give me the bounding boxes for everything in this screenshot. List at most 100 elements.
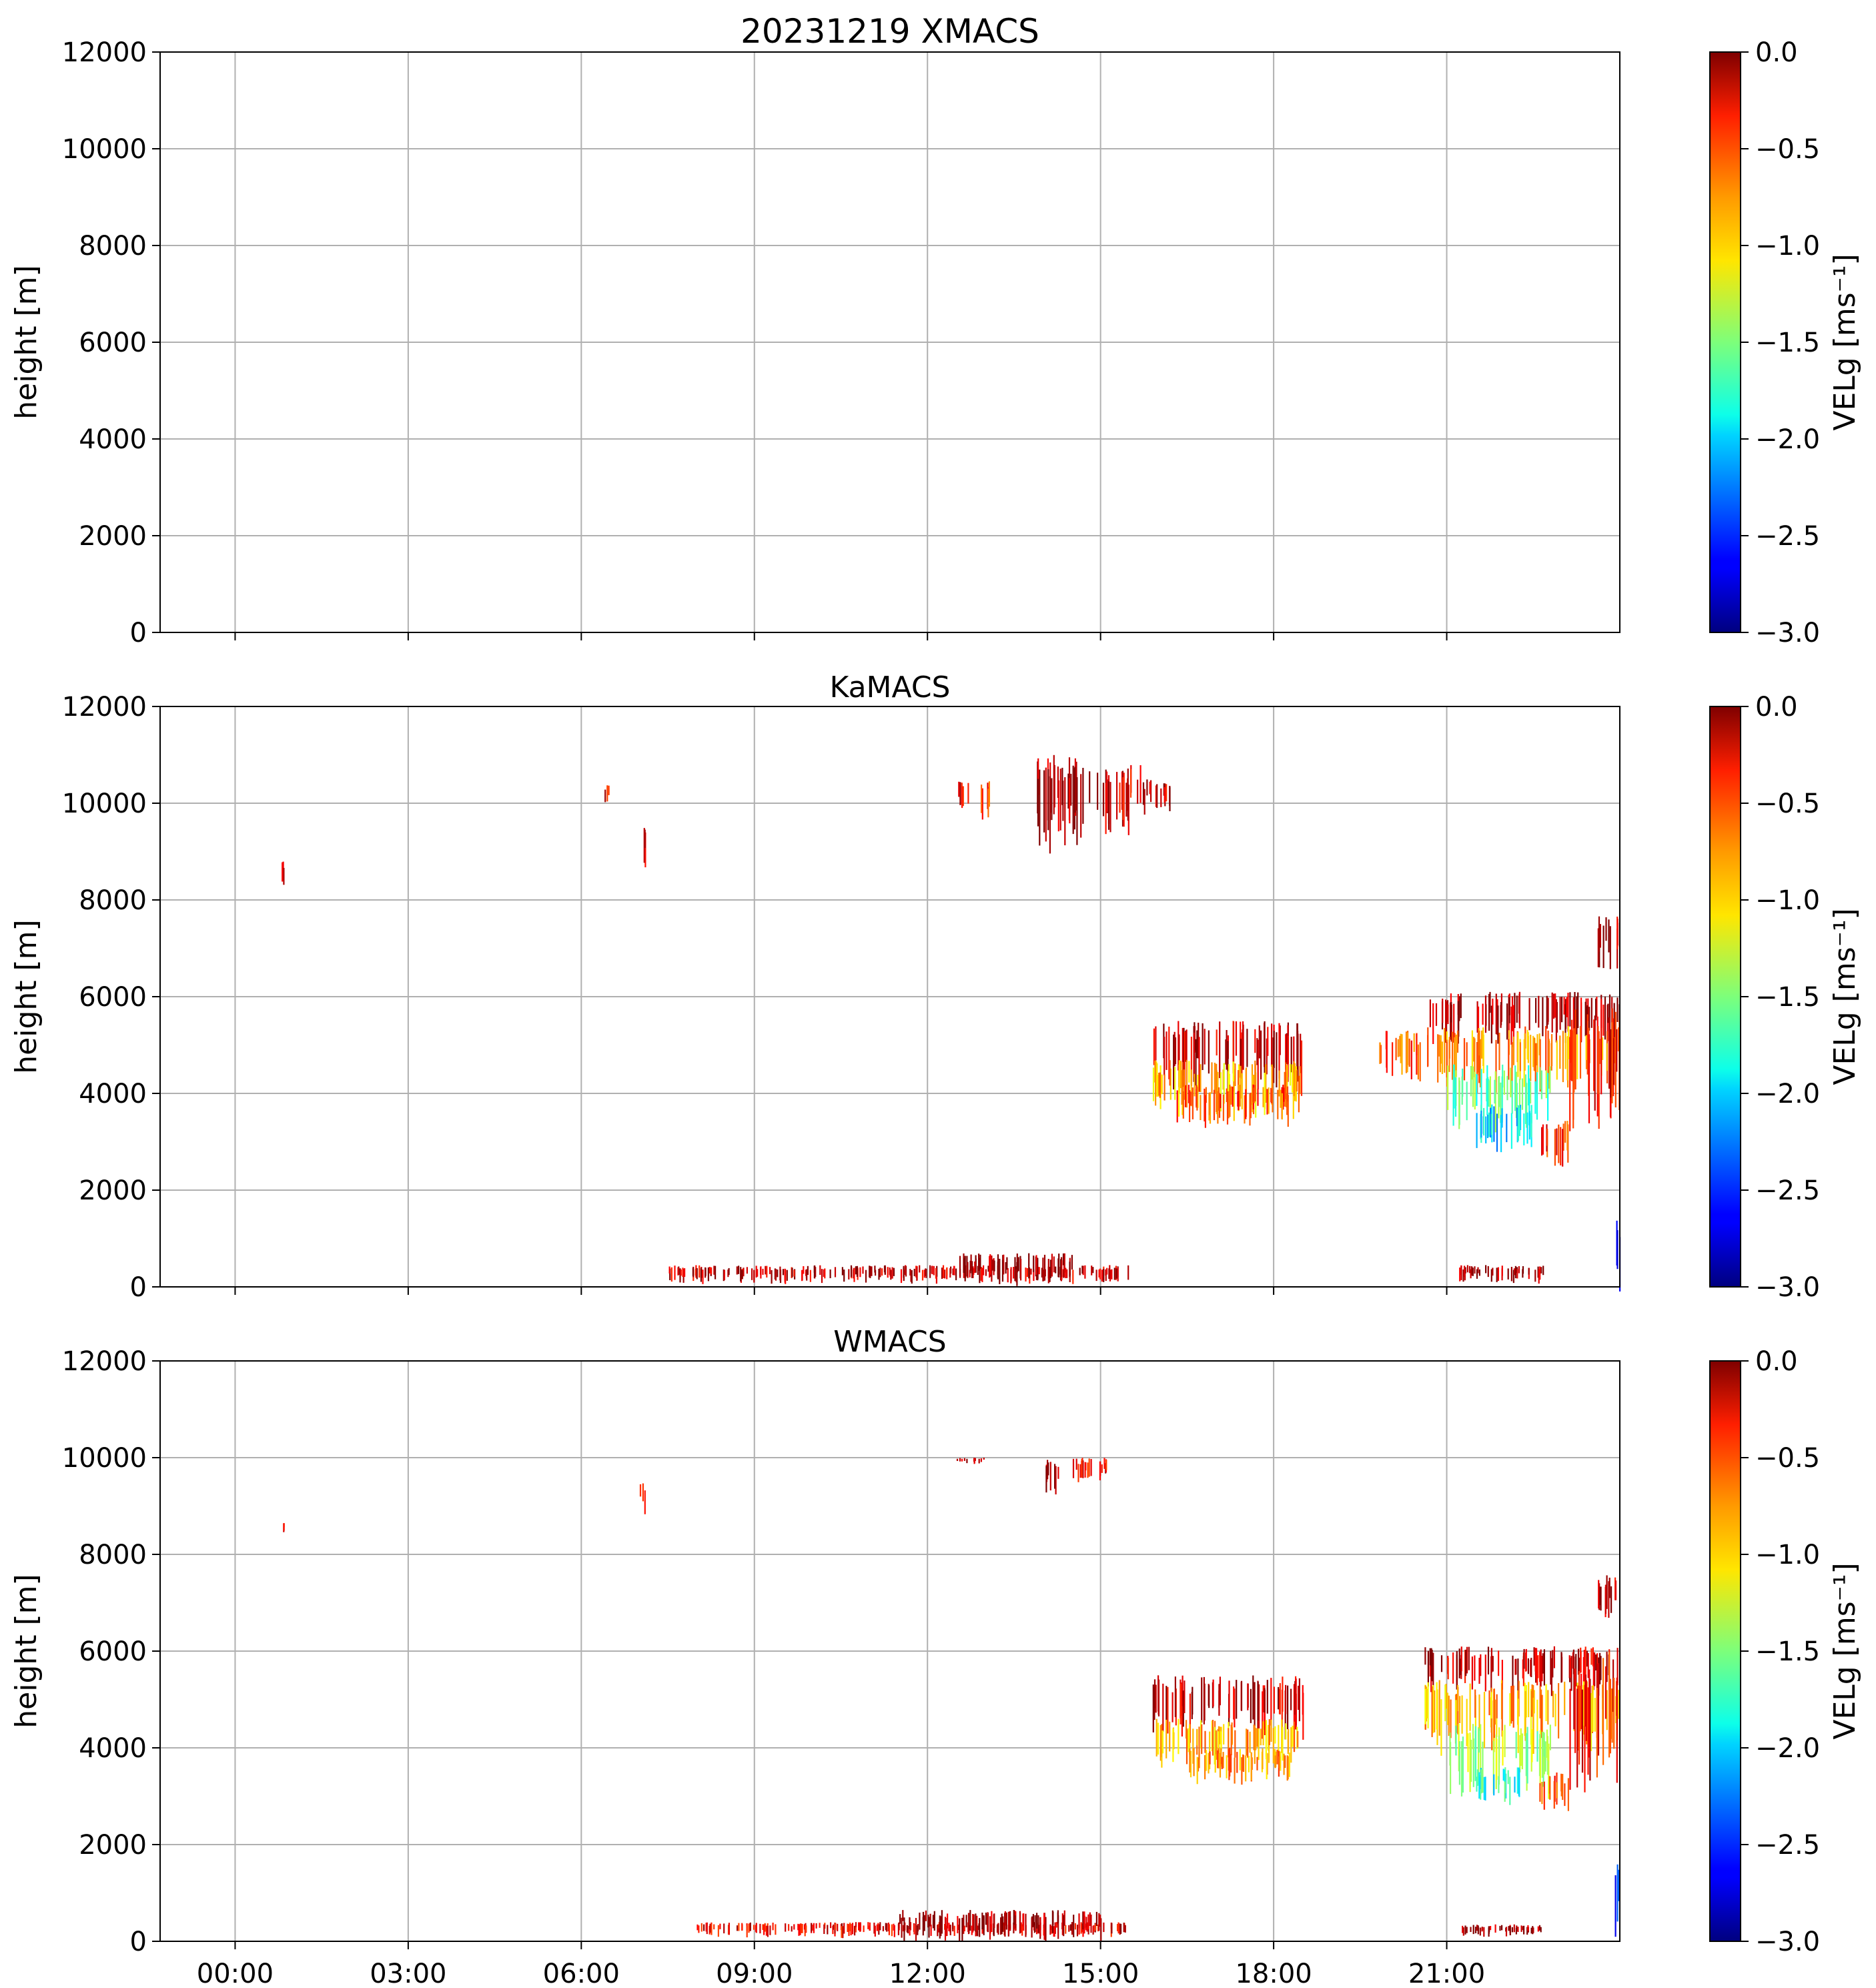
data-streak — [929, 1913, 931, 1927]
x-tick-label: 18:00 — [1235, 1959, 1312, 1988]
data-streak — [1025, 1268, 1027, 1282]
data-streak — [1602, 1037, 1604, 1060]
data-streak — [1606, 1005, 1608, 1041]
data-streak — [1084, 1265, 1086, 1279]
data-streak — [1539, 1686, 1541, 1718]
data-streak — [1556, 1002, 1558, 1033]
data-streak — [1037, 779, 1039, 827]
data-streak — [1194, 1073, 1196, 1097]
data-streak — [819, 1923, 821, 1928]
data-streak — [1257, 1682, 1259, 1720]
data-streak — [1272, 1728, 1274, 1764]
data-streak — [1124, 1925, 1126, 1933]
data-streak — [1490, 1005, 1492, 1044]
data-streak — [1574, 1668, 1576, 1753]
data-streak — [1608, 919, 1610, 953]
data-streak — [1288, 1753, 1290, 1777]
data-streak — [1095, 1923, 1097, 1931]
data-streak — [1290, 1037, 1292, 1073]
data-region — [1539, 1773, 1569, 1811]
data-streak — [1569, 1658, 1571, 1678]
data-streak — [1397, 1039, 1399, 1057]
data-streak — [1494, 1924, 1496, 1933]
data-streak — [1254, 1725, 1256, 1765]
data-streak — [1456, 1684, 1459, 1711]
data-streak — [738, 1266, 740, 1274]
data-streak — [1574, 1009, 1576, 1089]
data-streak — [1532, 1035, 1534, 1067]
data-streak — [753, 1270, 755, 1283]
data-streak — [1522, 1269, 1524, 1278]
data-streak — [821, 1269, 823, 1284]
data-streak — [1616, 997, 1618, 1022]
data-streak — [885, 1923, 887, 1931]
data-streak — [863, 1925, 865, 1933]
data-streak — [1471, 1030, 1473, 1080]
data-streak — [1075, 1458, 1077, 1470]
data-streak — [1231, 1722, 1233, 1744]
data-streak — [1209, 1731, 1211, 1770]
data-streak — [1181, 1687, 1183, 1736]
data-streak — [971, 1925, 973, 1935]
data-streak — [1047, 1259, 1049, 1284]
data-streak — [1219, 1753, 1222, 1778]
data-streak — [1536, 1648, 1538, 1678]
data-streak — [965, 1915, 967, 1928]
data-streak — [1001, 1260, 1004, 1282]
data-streak — [784, 1268, 786, 1281]
data-streak — [1466, 1646, 1468, 1674]
data-streak — [1249, 1731, 1251, 1753]
data-streak — [1013, 1910, 1015, 1925]
data-streak — [1456, 1654, 1458, 1690]
data-streak — [963, 1925, 965, 1931]
data-streak — [1071, 1922, 1073, 1927]
data-streak — [1594, 1652, 1596, 1686]
data-streak — [1559, 1035, 1561, 1069]
data-streak — [1476, 1001, 1478, 1033]
data-streak — [1165, 1031, 1167, 1070]
data-streak — [1200, 1095, 1202, 1120]
colorbar-tick-label: −3.0 — [1755, 1272, 1820, 1303]
data-streak — [890, 1270, 892, 1280]
data-streak — [1602, 1004, 1604, 1036]
data-streak — [1045, 1466, 1047, 1493]
data-streak — [677, 1267, 679, 1276]
data-streak — [855, 1925, 857, 1933]
data-streak — [728, 1923, 730, 1935]
data-streak — [1076, 777, 1078, 845]
data-streak — [1592, 1685, 1594, 1732]
data-streak — [1276, 1032, 1278, 1087]
data-streak — [1502, 1769, 1504, 1781]
data-streak — [1186, 1728, 1188, 1765]
data-streak — [1034, 1915, 1036, 1932]
data-streak — [1098, 1269, 1100, 1278]
data-streak — [1228, 1749, 1230, 1771]
data-streak — [1002, 1916, 1004, 1932]
data-streak — [1049, 1924, 1051, 1935]
data-streak — [1155, 1061, 1157, 1086]
data-streak — [1585, 1680, 1587, 1741]
data-streak — [1431, 1686, 1433, 1737]
data-streak — [1298, 1678, 1300, 1722]
data-streak — [1240, 1065, 1242, 1099]
data-streak — [1205, 1087, 1207, 1103]
data-streak — [1539, 1067, 1541, 1090]
data-streak — [879, 1268, 881, 1278]
data-streak — [1470, 1266, 1472, 1274]
colorbar-gradient — [1709, 706, 1741, 1288]
data-streak — [1457, 1001, 1459, 1044]
data-streak — [1196, 1030, 1198, 1059]
colorbar-tick-label: −3.0 — [1755, 1927, 1820, 1957]
data-streak — [809, 1270, 811, 1282]
data-streak — [1277, 1089, 1279, 1119]
data-streak — [680, 1269, 682, 1276]
data-streak — [1416, 1033, 1418, 1075]
data-streak — [1257, 1088, 1259, 1106]
data-streak — [1152, 1067, 1155, 1101]
data-streak — [967, 783, 969, 804]
data-streak — [1612, 1038, 1614, 1085]
data-streak — [978, 1458, 980, 1464]
data-streak — [1212, 1679, 1214, 1707]
data-streak — [764, 1923, 766, 1932]
data-streak — [1182, 1027, 1184, 1083]
